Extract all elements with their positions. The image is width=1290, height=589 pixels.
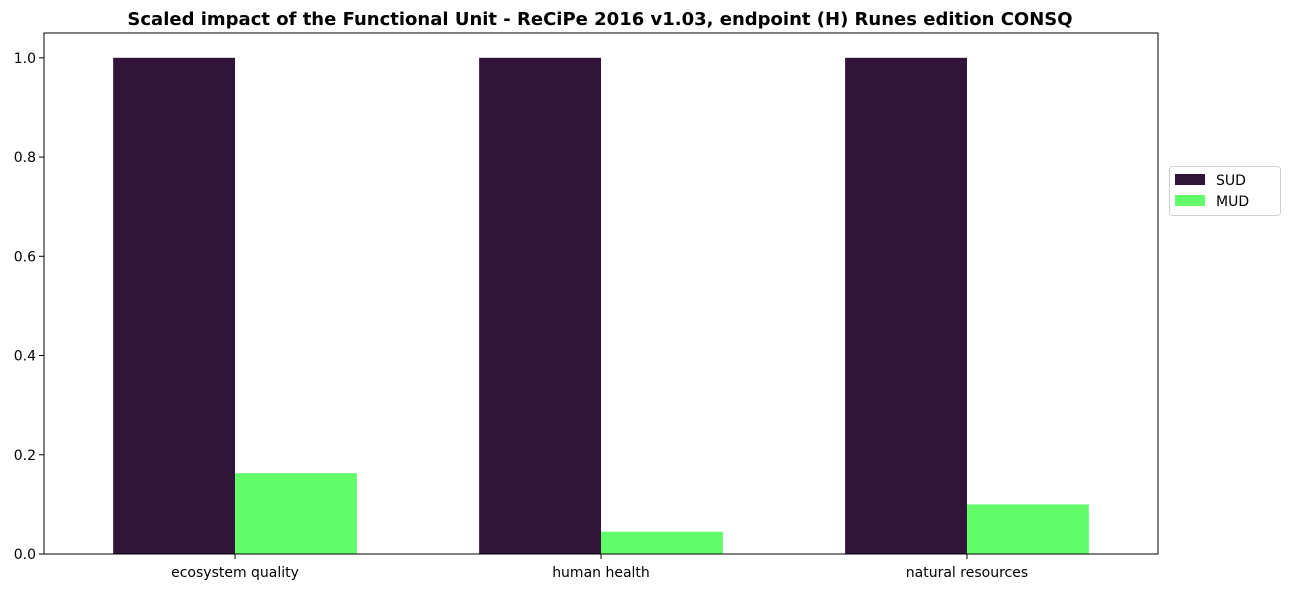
y-tick-label: 0.6 [14,249,36,265]
bar-sud-natural-resources [845,57,967,555]
y-tick-label: 0.2 [14,448,36,464]
legend-swatch-mud [1175,195,1205,206]
legend-swatch-sud [1175,174,1205,185]
bar-mud-natural-resources [966,504,1089,554]
chart-title: Scaled impact of the Functional Unit - R… [127,9,1072,30]
legend: SUD MUD [1169,166,1281,216]
bar-sud-human-health [479,57,601,555]
legend-label-mud: MUD [1216,194,1249,210]
x-tick-label: ecosystem quality [171,565,299,581]
y-tick-label: 0.0 [14,547,36,563]
y-tick-label: 1.0 [14,51,36,67]
bars-layer [113,57,1089,555]
legend-label-sud: SUD [1216,173,1246,189]
bar-sud-ecosystem-quality [113,57,236,555]
axes-layer: 0.0 0.2 0.4 0.6 0.8 1.0 ecosystem quality human… [14,32,1159,581]
bar-mud-ecosystem-quality [235,473,357,554]
y-tick-label: 0.4 [14,349,36,365]
x-tick-label: natural resources [906,565,1028,581]
x-tick-label: human health [552,565,650,581]
bar-mud-human-health [601,531,723,554]
y-tick-label: 0.8 [14,150,36,166]
